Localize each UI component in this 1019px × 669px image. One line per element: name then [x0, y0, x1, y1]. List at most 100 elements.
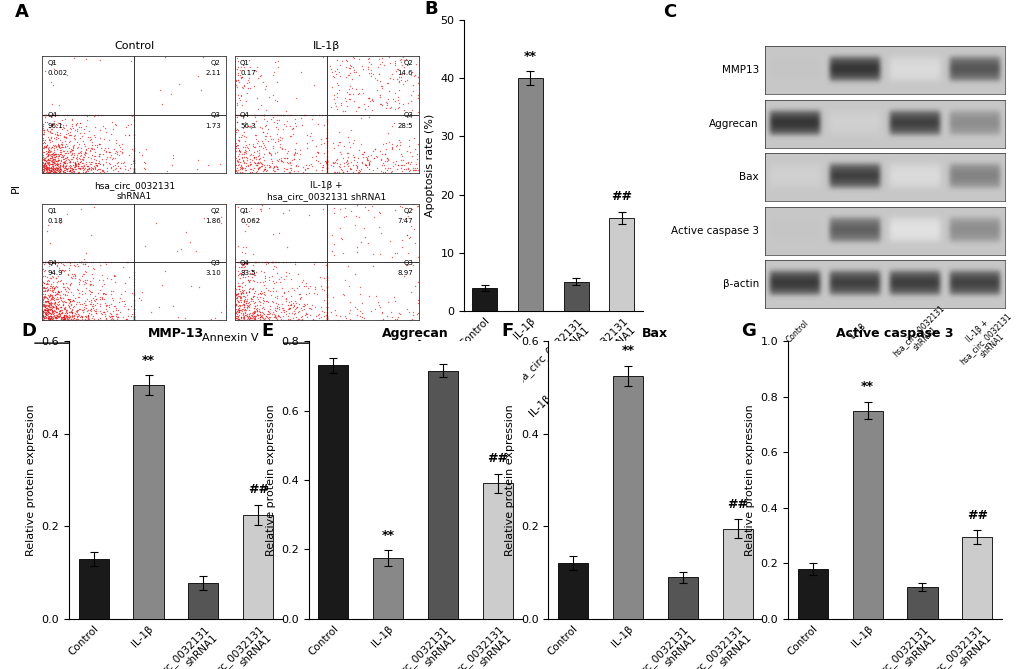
Point [43, 133, 59, 144]
Point [318, 257, 334, 268]
Point [318, 257, 334, 268]
Point [42, 310, 58, 321]
Point [51, 155, 67, 165]
Point [318, 136, 334, 147]
Point [88, 300, 104, 310]
Point [40, 306, 56, 317]
Point [95, 275, 111, 286]
Point [68, 259, 85, 270]
Point [268, 303, 284, 314]
Point [261, 314, 277, 325]
Point [48, 302, 64, 313]
Point [98, 147, 114, 157]
Point [275, 306, 291, 317]
Point [341, 68, 358, 79]
Point [47, 306, 63, 317]
Point [257, 276, 273, 287]
Point [232, 257, 249, 268]
Point [283, 124, 300, 134]
Point [341, 93, 358, 104]
Point [63, 146, 79, 157]
Point [63, 313, 79, 324]
Point [48, 163, 64, 173]
Point [242, 120, 258, 131]
Point [137, 157, 153, 167]
Point [251, 153, 267, 164]
Point [318, 151, 334, 161]
Point [50, 270, 66, 281]
Point [96, 134, 112, 145]
Point [64, 152, 81, 163]
Point [49, 126, 65, 137]
Point [61, 307, 77, 318]
Point [102, 307, 118, 318]
Point [382, 102, 398, 112]
Point [291, 292, 308, 303]
Point [38, 116, 54, 127]
Point [41, 302, 57, 312]
Point [268, 314, 284, 324]
Point [76, 266, 93, 276]
Point [77, 145, 94, 155]
Point [230, 278, 247, 288]
Point [260, 284, 276, 295]
Point [278, 157, 294, 167]
Point [232, 90, 249, 100]
Point [239, 274, 256, 285]
Point [380, 153, 396, 164]
Point [255, 138, 271, 149]
Point [44, 293, 60, 304]
Point [408, 59, 424, 70]
Point [282, 296, 299, 306]
Point [347, 211, 364, 221]
Point [78, 161, 95, 172]
Point [200, 160, 216, 171]
Point [50, 159, 66, 170]
Point [40, 132, 56, 142]
Point [85, 167, 101, 177]
Point [318, 167, 334, 177]
Point [330, 161, 346, 171]
Point [37, 109, 53, 120]
Point [236, 145, 253, 155]
Point [64, 290, 81, 301]
Point [231, 157, 248, 167]
Point [47, 155, 63, 165]
Point [262, 301, 278, 312]
Point [301, 160, 317, 171]
Point [236, 257, 253, 268]
Point [37, 288, 53, 299]
Point [67, 260, 84, 271]
Point [45, 281, 61, 292]
Point [40, 300, 56, 310]
Point [126, 128, 143, 139]
Point [101, 300, 117, 310]
Point [63, 144, 79, 155]
Point [126, 286, 143, 297]
Point [67, 118, 84, 129]
Point [318, 135, 334, 146]
Point [271, 273, 287, 284]
Point [51, 257, 67, 268]
Point [57, 312, 73, 323]
Point [206, 312, 222, 323]
Text: B: B [425, 0, 438, 17]
Point [276, 109, 292, 120]
Point [255, 142, 271, 153]
Point [35, 294, 51, 304]
Point [60, 314, 76, 325]
Point [65, 130, 82, 141]
Point [126, 153, 143, 163]
Point [316, 294, 332, 305]
Point [270, 304, 286, 314]
Point [116, 296, 132, 307]
Point [64, 160, 81, 171]
Point [76, 314, 93, 325]
Point [78, 314, 95, 325]
Point [258, 119, 274, 130]
Point [76, 127, 93, 138]
Point [240, 76, 257, 87]
Point [231, 280, 248, 291]
Point [74, 154, 91, 165]
Point [339, 70, 356, 80]
